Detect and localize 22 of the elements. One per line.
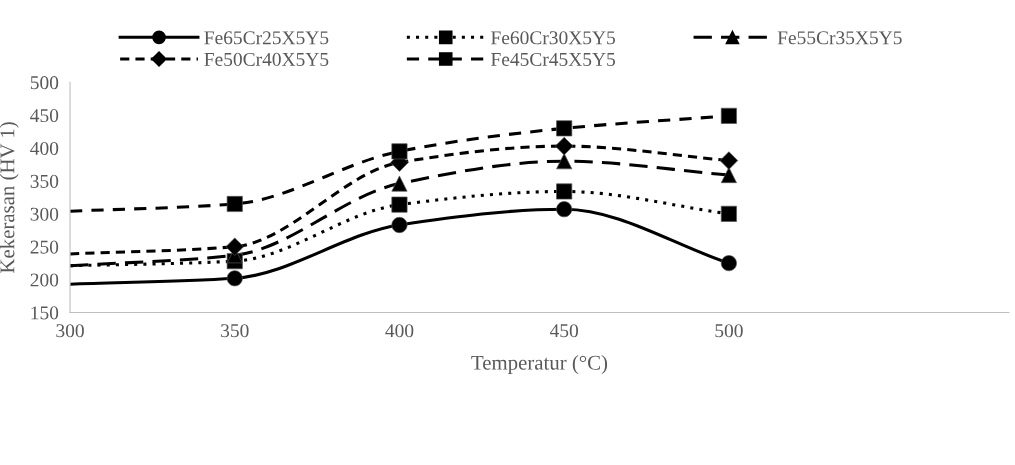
- x-tick-label: 400: [385, 324, 414, 338]
- x-axis-title: Temperatur (°C): [471, 355, 608, 375]
- legend-label: Fe65Cr25X5Y5: [204, 31, 329, 45]
- point: [719, 151, 739, 170]
- legend-label: Fe45Cr45X5Y5: [491, 52, 616, 66]
- y-tick-label: 500: [30, 76, 59, 90]
- y-tick-label: 150: [31, 306, 59, 320]
- x-tick-label: 350: [221, 324, 249, 338]
- y-tick-label: 400: [30, 141, 59, 156]
- y-tick-label: 350: [30, 174, 59, 188]
- legend-label: Fe60Cr30X5Y5: [491, 31, 616, 45]
- point: [720, 107, 737, 124]
- x-tick-label: 500: [715, 324, 743, 338]
- y-tick-label: 200: [30, 273, 59, 287]
- x-tick-label: 300: [56, 324, 84, 338]
- y-axis-title: Kekerasan (HV 1): [0, 122, 19, 273]
- y-tick-label: 450: [30, 109, 59, 123]
- x-tick-label: 450: [549, 324, 579, 338]
- legend-label: Fe50Cr40X5Y5: [204, 52, 329, 66]
- y-tick-label: 250: [30, 240, 59, 254]
- legend-label: Fe55Cr35X5Y5: [777, 31, 902, 45]
- y-tick-label: 300: [30, 207, 59, 221]
